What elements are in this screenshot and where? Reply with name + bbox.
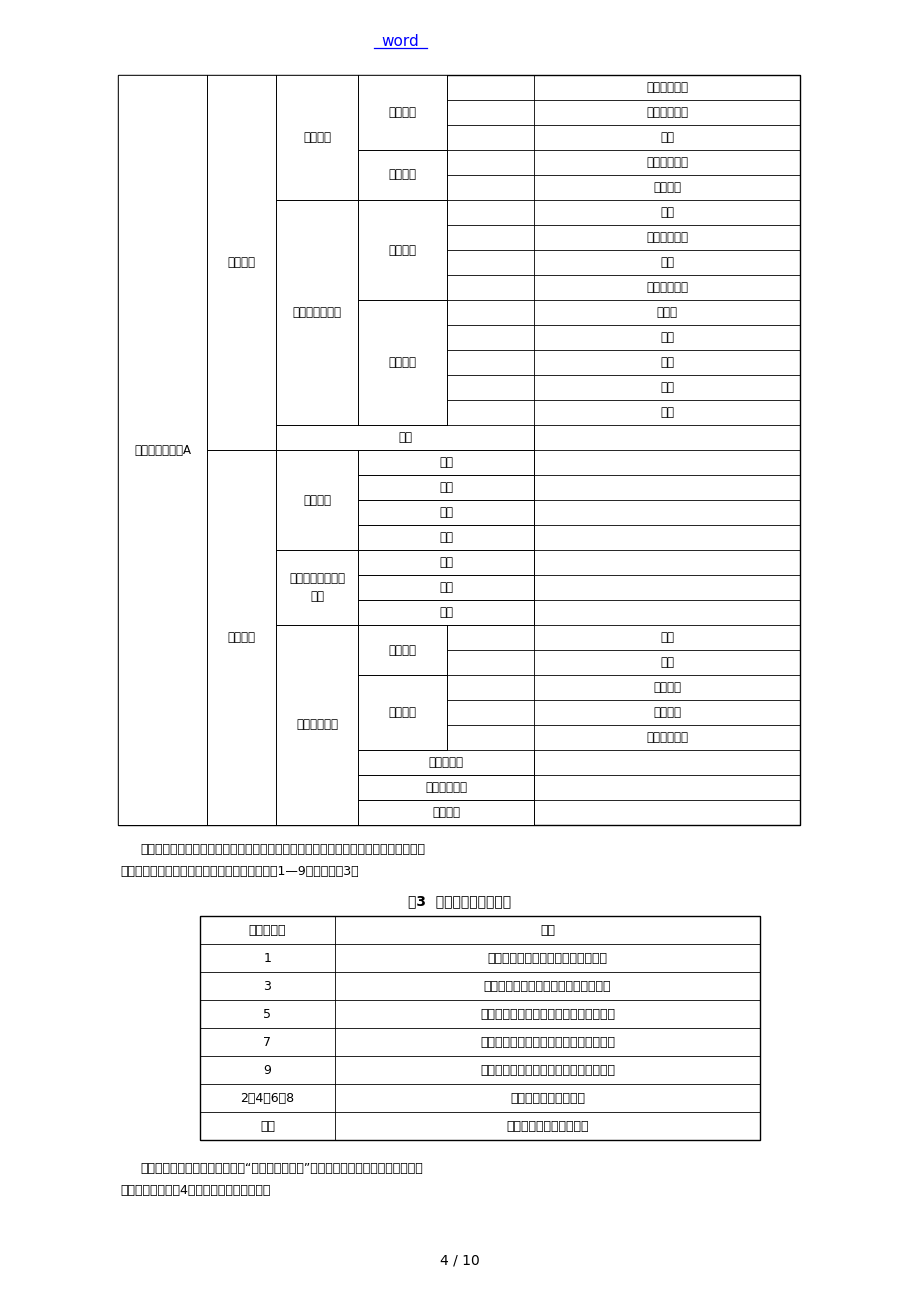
Bar [357, 799, 533, 825]
Text: 4 / 10: 4 / 10 [439, 1253, 480, 1267]
Text: 户籍: 户籍 [438, 480, 452, 493]
Text: 表示两个元素相比，前者比后者稍重要: 表示两个元素相比，前者比后者稍重要 [483, 979, 610, 992]
Text: 通讯: 通讯 [659, 381, 674, 395]
Text: 整体建筑: 整体建筑 [388, 168, 416, 181]
Bar [357, 475, 533, 500]
Text: 9: 9 [263, 1064, 271, 1077]
Bar [118, 76, 800, 825]
Text: 休闲娱乐广场: 休闲娱乐广场 [645, 230, 687, 243]
Text: 土地: 土地 [438, 456, 452, 469]
Bar [276, 424, 533, 450]
Bar [357, 625, 447, 674]
Text: 表示两个元素相比，前者比后者明显重要: 表示两个元素相比，前者比后者明显重要 [480, 1008, 614, 1021]
Text: 单体建筑: 单体建筑 [388, 105, 416, 118]
Text: 燃气: 燃气 [659, 355, 674, 368]
Text: 给排水: 给排水 [656, 306, 676, 319]
Text: 5: 5 [263, 1008, 271, 1021]
Text: 市政设施: 市政设施 [388, 355, 416, 368]
Bar [276, 625, 357, 825]
Bar [199, 917, 759, 1141]
Text: 消费观念: 消费观念 [432, 806, 460, 819]
Text: 分红: 分红 [659, 656, 674, 669]
Text: 经济特征: 经济特征 [388, 643, 416, 656]
Text: 建筑景观: 建筑景观 [302, 132, 331, 145]
Text: 最低生活保障: 最低生活保障 [645, 730, 687, 743]
Text: 建筑整体布局: 建筑整体布局 [645, 156, 687, 169]
Text: 3: 3 [263, 979, 271, 992]
Text: 管理体制: 管理体制 [302, 493, 331, 506]
Text: 社会形态: 社会形态 [227, 631, 255, 644]
Text: 养老保险: 养老保险 [652, 681, 680, 694]
Text: 重要性标度: 重要性标度 [248, 923, 286, 936]
Text: 卫生、消防、治安
状况: 卫生、消防、治安 状况 [289, 573, 345, 603]
Text: 的判断矩阵（见表4）作为例子来加以解释。: 的判断矩阵（见表4）作为例子来加以解释。 [119, 1184, 270, 1197]
Text: 治安: 治安 [438, 605, 452, 618]
Text: 行政: 行政 [438, 531, 452, 544]
Bar [276, 201, 357, 424]
Text: 表示两个元素相比，前者比后者强烈重要: 表示两个元素相比，前者比后者强烈重要 [480, 1035, 614, 1048]
Text: 表示两个元素相比，具有同等重要性: 表示两个元素相比，具有同等重要性 [487, 952, 607, 965]
Bar [357, 201, 447, 299]
Text: 消防: 消防 [438, 581, 452, 594]
Bar [207, 76, 276, 450]
Bar [357, 549, 533, 575]
Text: 元素之间进展两两比拟，并对其重要性程度进展1—9赋值。见表3：: 元素之间进展两两比拟，并对其重要性程度进展1—9赋值。见表3： [119, 865, 358, 878]
Text: 受教育程度: 受教育程度 [428, 756, 463, 769]
Bar [207, 450, 276, 825]
Text: 占地面积: 占地面积 [652, 181, 680, 194]
Text: 物质形态: 物质形态 [227, 256, 255, 270]
Bar [276, 450, 357, 549]
Bar [357, 525, 533, 549]
Text: 医疗保险: 医疗保险 [652, 706, 680, 719]
Bar [357, 750, 533, 775]
Bar [357, 299, 447, 424]
Bar [357, 500, 533, 525]
Bar [357, 450, 533, 475]
Text: 人口: 人口 [438, 506, 452, 519]
Text: 后者与前者的重要性比值: 后者与前者的重要性比值 [505, 1120, 588, 1133]
Text: 表3  重要性标度值含义表: 表3 重要性标度值含义表 [408, 894, 511, 907]
Text: 居民社会属性: 居民社会属性 [296, 719, 337, 732]
Bar [357, 76, 447, 150]
Text: 由于层次、因素众多，将目标层“城中村住区形态”的下一层隶属子元素两两比拟构造: 由于层次、因素众多，将目标层“城中村住区形态”的下一层隶属子元素两两比拟构造 [140, 1161, 423, 1174]
Text: 租金: 租金 [659, 631, 674, 644]
Text: 学校: 学校 [659, 256, 674, 270]
Text: 区位: 区位 [398, 431, 412, 444]
Text: 城中村住区形态A: 城中村住区形态A [134, 444, 191, 457]
Text: 建筑平面布局: 建筑平面布局 [645, 81, 687, 94]
Text: 2、4、6、8: 2、4、6、8 [240, 1091, 294, 1104]
Bar [357, 150, 447, 201]
Bar [357, 600, 533, 625]
Text: 医疗卫生机构: 医疗卫生机构 [645, 281, 687, 294]
Text: 表示两个元素相比，前者比后者极端重要: 表示两个元素相比，前者比后者极端重要 [480, 1064, 614, 1077]
Text: 生产生活方式: 生产生活方式 [425, 781, 467, 794]
Text: 表示上述判断的中间值: 表示上述判断的中间值 [509, 1091, 584, 1104]
Text: 建筑单层面积: 建筑单层面积 [645, 105, 687, 118]
Text: 7: 7 [263, 1035, 271, 1048]
Text: 绿地: 绿地 [659, 206, 674, 219]
Bar [357, 575, 533, 600]
Text: 确定各项指标，并对它们进展逻辑关系表示后，就可以对每一层元素的隶属的下一层的: 确定各项指标，并对它们进展逻辑关系表示后，就可以对每一层元素的隶属的下一层的 [140, 842, 425, 855]
Text: 社会保障: 社会保障 [388, 706, 416, 719]
Text: 道路: 道路 [659, 406, 674, 419]
Text: 倒数: 倒数 [260, 1120, 275, 1133]
Bar [118, 76, 207, 825]
Bar [276, 549, 357, 625]
Bar [276, 76, 357, 201]
Text: 1: 1 [263, 952, 271, 965]
Bar [357, 674, 447, 750]
Bar [357, 775, 533, 799]
Text: 层数: 层数 [659, 132, 674, 145]
Text: 电力: 电力 [659, 331, 674, 344]
Text: 含义: 含义 [539, 923, 554, 936]
Text: 卫生: 卫生 [438, 556, 452, 569]
Text: 配套设施: 配套设施 [388, 243, 416, 256]
Text: word: word [380, 34, 418, 49]
Text: 配套与市政规划: 配套与市政规划 [292, 306, 341, 319]
